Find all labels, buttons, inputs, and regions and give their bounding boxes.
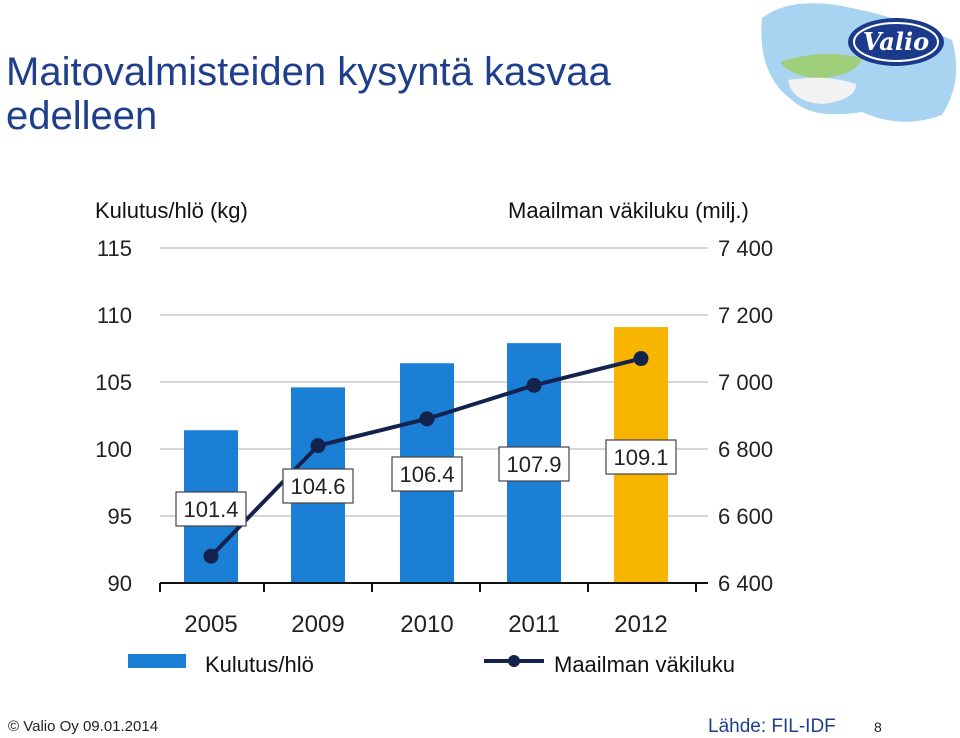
data-label-box: [605, 439, 677, 475]
bars: [184, 327, 668, 583]
data-label-text: 106.4: [399, 462, 454, 487]
x-tick-label: 2009: [291, 611, 344, 638]
chart: 101.4 104.6 106.4 107.9 109.1 90 6 400 95 6 600…: [95, 198, 773, 677]
left-tick-label: 95: [108, 504, 132, 529]
page-number: 8: [874, 719, 882, 735]
valio-logo: Valio: [761, 3, 957, 122]
data-label-box: [391, 456, 463, 492]
data-label-box: [175, 491, 247, 527]
bar-data-labels: 101.4 104.6 106.4 107.9 109.1: [175, 439, 677, 527]
data-label-box: [498, 446, 570, 482]
data-label-text: 107.9: [506, 452, 561, 477]
right-tick-label: 6 400: [718, 571, 773, 596]
data-label-box: [282, 468, 354, 504]
copyright-footer: © Valio Oy 09.01.2014: [8, 718, 159, 735]
data-label-2010: 106.4: [391, 456, 463, 492]
right-axis-title: Maailman väkiluku (milj.): [508, 198, 749, 223]
right-tick-label: 7 400: [718, 236, 773, 261]
slide-title: Maitovalmisteiden kysyntä kasvaa edellee…: [6, 50, 611, 138]
population-point: [203, 548, 219, 564]
population-point: [310, 438, 326, 454]
axes: 90 6 400 95 6 600 100 6 800 105 7 000 110 7 200 11…: [95, 236, 773, 638]
population-point: [633, 351, 649, 367]
source-footer: Lähde: FIL-IDF: [708, 716, 836, 737]
logo-badge: [848, 18, 944, 66]
population-point: [526, 377, 542, 393]
logo-blob-green: [780, 53, 862, 78]
population-line: [203, 351, 649, 564]
data-label-text: 101.4: [183, 497, 238, 522]
data-label-text: 104.6: [290, 474, 345, 499]
data-label-text: 109.1: [613, 445, 668, 470]
logo-badge-inner: [853, 22, 939, 62]
right-tick-label: 6 800: [718, 437, 773, 462]
legend-line-label: Maailman väkiluku: [554, 652, 735, 677]
legend-bar-swatch: [128, 654, 186, 668]
logo-blob-white: [788, 77, 856, 104]
data-label-2009: 104.6: [282, 468, 354, 504]
right-tick-label: 6 600: [718, 504, 773, 529]
data-label-2011: 107.9: [498, 446, 570, 482]
x-tick-label: 2011: [508, 611, 560, 638]
left-tick-label: 100: [95, 437, 132, 462]
left-tick-label: 90: [108, 571, 132, 596]
x-tick-label: 2005: [184, 611, 237, 638]
left-axis-title: Kulutus/hlö (kg): [95, 198, 248, 223]
right-tick-label: 7 000: [718, 370, 773, 395]
legend-line-marker: [508, 655, 520, 667]
population-point: [419, 411, 435, 427]
x-tick-label: 2012: [614, 611, 667, 638]
data-label-2012: 109.1: [605, 439, 677, 475]
legend: Kulutus/hlö Maailman väkiluku: [128, 652, 735, 677]
logo-text: Valio: [863, 27, 929, 56]
x-tick-label: 2010: [400, 611, 453, 638]
right-tick-label: 7 200: [718, 303, 773, 328]
left-tick-label: 105: [95, 370, 132, 395]
left-tick-label: 110: [97, 303, 132, 328]
data-label-2005: 101.4: [175, 491, 247, 527]
legend-bar-label: Kulutus/hlö: [205, 652, 314, 677]
left-tick-label: 115: [97, 236, 132, 261]
